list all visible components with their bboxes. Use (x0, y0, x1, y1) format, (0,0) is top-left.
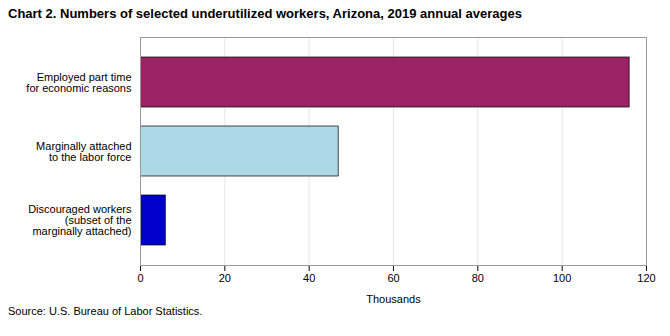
svg-text:20: 20 (219, 272, 231, 284)
svg-text:0: 0 (137, 272, 143, 284)
svg-text:40: 40 (303, 272, 315, 284)
svg-text:60: 60 (387, 272, 399, 284)
svg-text:100: 100 (553, 272, 571, 284)
html-text:Source: U.S. Bureau of Labor S: Source: U.S. Bureau of Labor Statistics. (8, 305, 203, 317)
svg-text:Discouraged workers(subset of: Discouraged workers(subset of themargina… (28, 203, 132, 237)
html-text:Chart 2. Numbers of selected u: Chart 2. Numbers of selected underutiliz… (8, 6, 522, 21)
svg-text:Employed part timefor economic: Employed part timefor economic reasons (26, 71, 132, 94)
svg-text:80: 80 (472, 272, 484, 284)
svg-text:120: 120 (637, 272, 655, 284)
svg-text:Marginally attachedto the labo: Marginally attachedto the labor force (36, 140, 131, 163)
svg-text:Thousands: Thousands (366, 293, 421, 305)
